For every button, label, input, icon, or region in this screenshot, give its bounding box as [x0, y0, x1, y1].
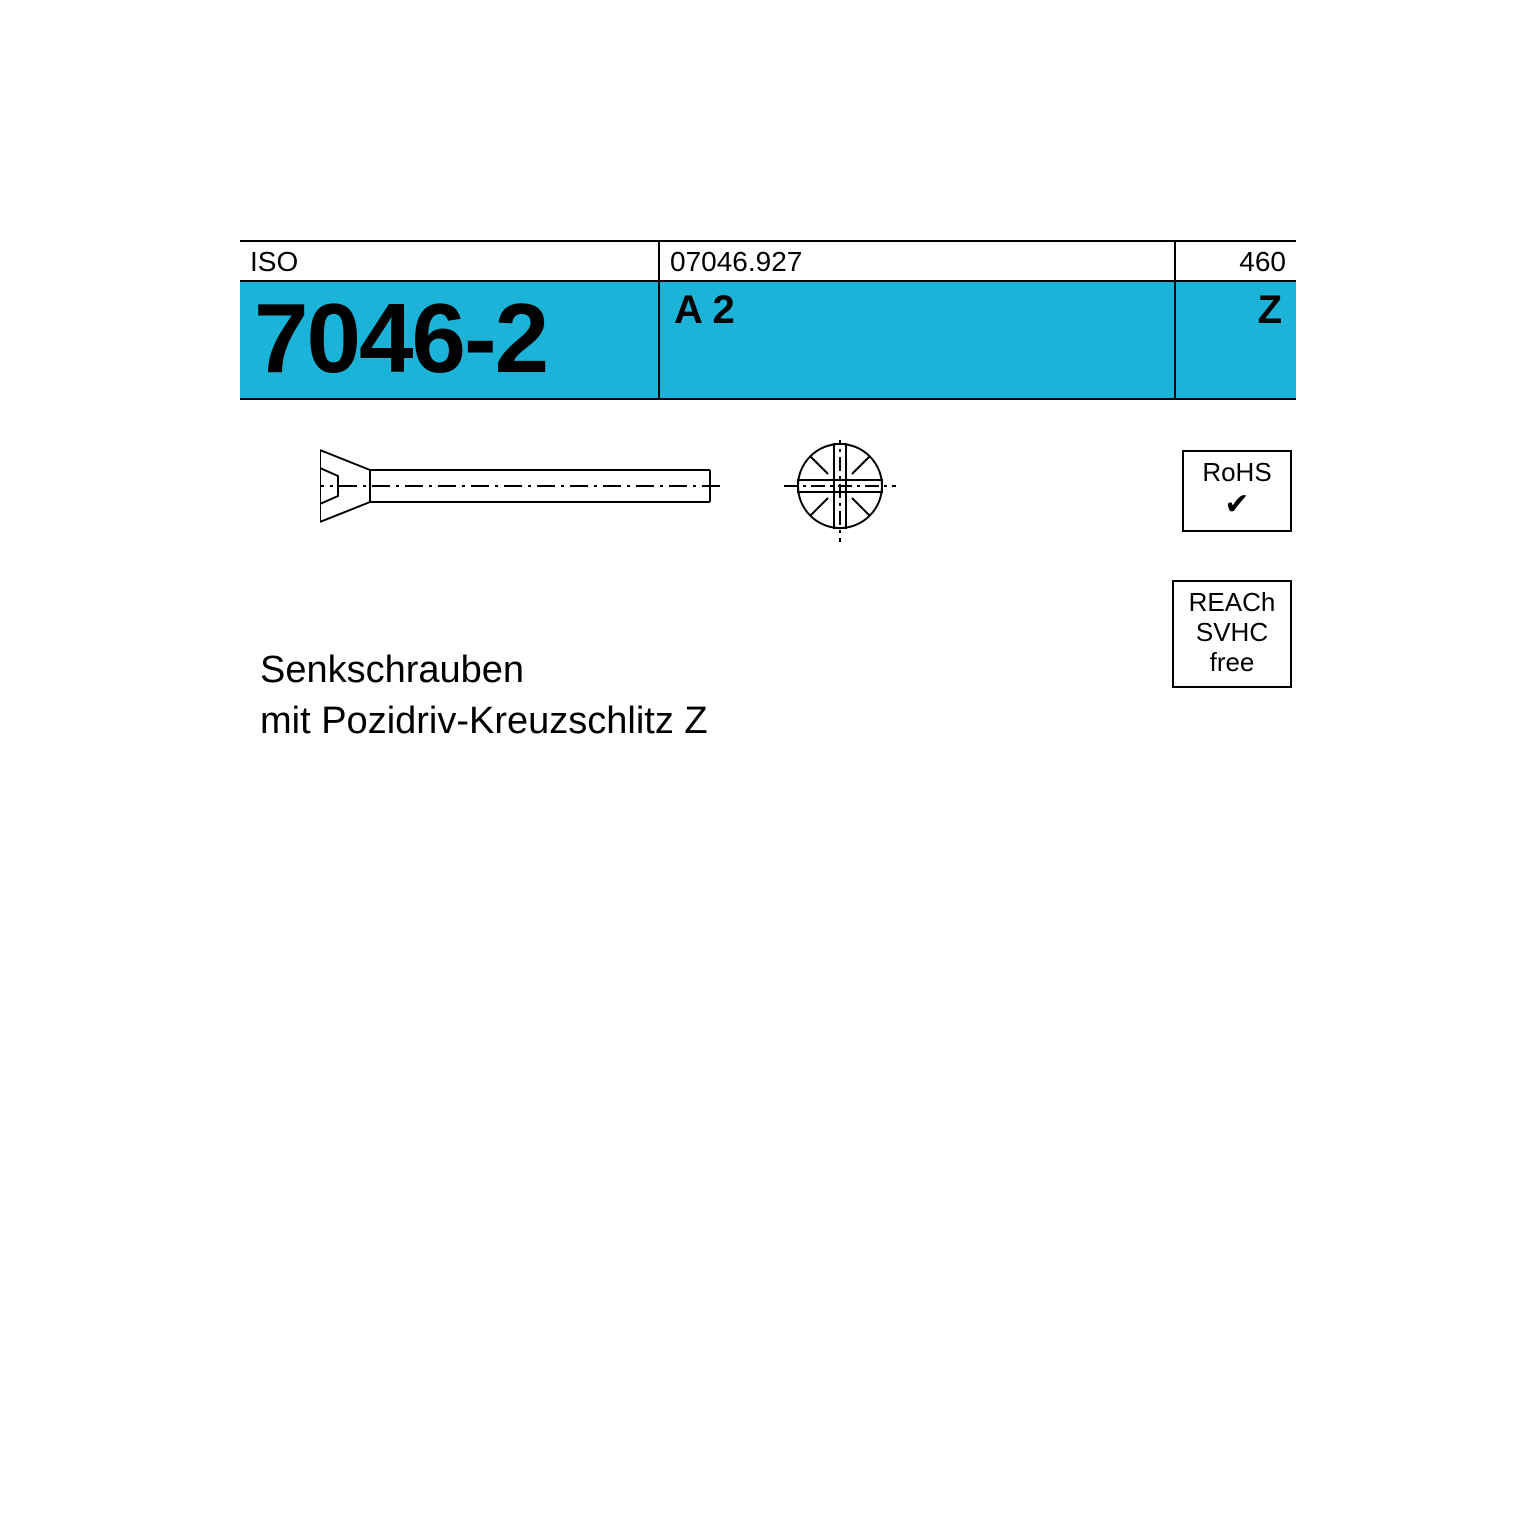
- screw-drawing: [320, 440, 920, 550]
- description-line2: mit Pozidriv-Kreuzschlitz Z: [260, 696, 708, 747]
- part-number: 07046.927: [660, 242, 1176, 280]
- reach-l2: SVHC: [1188, 618, 1276, 648]
- drive-type: Z: [1176, 282, 1296, 398]
- standard-number: 7046-2: [240, 282, 660, 398]
- reach-l3: free: [1188, 648, 1276, 678]
- code-right: 460: [1176, 242, 1296, 280]
- rohs-label: RoHS: [1198, 458, 1276, 488]
- header-row-1: ISO 07046.927 460: [240, 240, 1296, 282]
- reach-badge: REACh SVHC free: [1172, 580, 1292, 688]
- rohs-badge: RoHS ✔: [1182, 450, 1292, 532]
- header-row-2: 7046-2 A 2 Z: [240, 282, 1296, 400]
- reach-l1: REACh: [1188, 588, 1276, 618]
- product-label-card: ISO 07046.927 460 7046-2 A 2 Z: [240, 240, 1296, 1296]
- standard-org: ISO: [240, 242, 660, 280]
- material-grade: A 2: [660, 282, 1176, 398]
- description: Senkschrauben mit Pozidriv-Kreuzschlitz …: [260, 645, 708, 748]
- check-icon: ✔: [1198, 488, 1276, 523]
- description-line1: Senkschrauben: [260, 645, 708, 696]
